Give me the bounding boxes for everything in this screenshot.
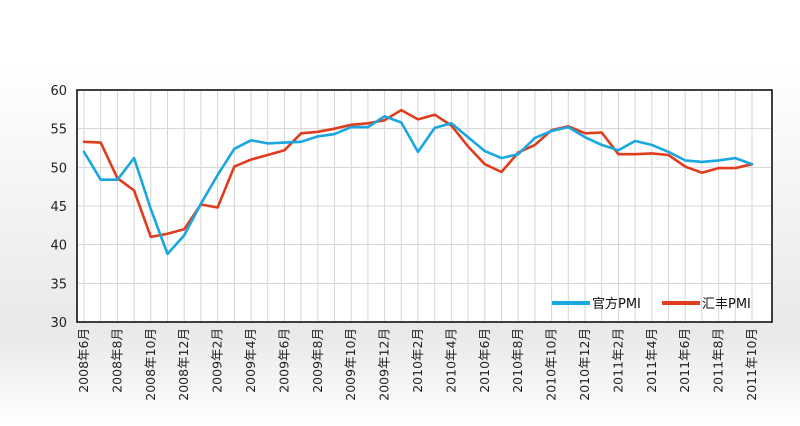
x-tick-label: 2011年4月 [644, 328, 659, 393]
y-tick-label: 45 [50, 200, 67, 215]
plot-border [76, 89, 773, 323]
y-tick-label: 35 [50, 277, 67, 292]
x-tick-label: 2011年2月 [610, 328, 625, 393]
x-tick-label: 2011年8月 [711, 328, 726, 393]
x-tick-label: 2010年6月 [477, 328, 492, 393]
x-tick-label: 2009年10月 [343, 328, 358, 401]
x-tick-label: 2010年8月 [510, 328, 525, 393]
x-tick-label: 2010年12月 [577, 328, 592, 401]
x-tick-label: 2011年6月 [677, 328, 692, 393]
x-tick-label: 2008年6月 [76, 328, 91, 393]
x-tick-label: 2008年10月 [143, 328, 158, 401]
y-tick-label: 55 [50, 123, 67, 138]
x-tick-label: 2010年2月 [410, 328, 425, 393]
x-tick-label: 2009年6月 [276, 328, 291, 393]
y-tick-label: 50 [50, 161, 67, 176]
x-tick-label: 2008年8月 [109, 328, 124, 393]
x-tick-label: 2010年4月 [443, 328, 458, 393]
x-tick-label: 2009年12月 [377, 328, 392, 401]
x-tick-label: 2010年10月 [544, 328, 559, 401]
y-tick-label: 40 [50, 239, 67, 254]
x-tick-label: 2008年12月 [176, 328, 191, 401]
legend-label: 汇丰PMI [702, 297, 751, 312]
x-tick-label: 2009年2月 [210, 328, 225, 393]
y-tick-label: 60 [50, 84, 67, 99]
x-tick-label: 2011年10月 [744, 328, 759, 401]
legend-label: 官方PMI [592, 296, 641, 312]
x-tick-label: 2009年8月 [310, 328, 325, 393]
series-line-0 [82, 115, 754, 256]
y-tick-label: 30 [50, 316, 67, 331]
legend: 官方PMI 汇丰PMI [552, 296, 751, 312]
x-tick-label: 2009年4月 [243, 328, 258, 393]
